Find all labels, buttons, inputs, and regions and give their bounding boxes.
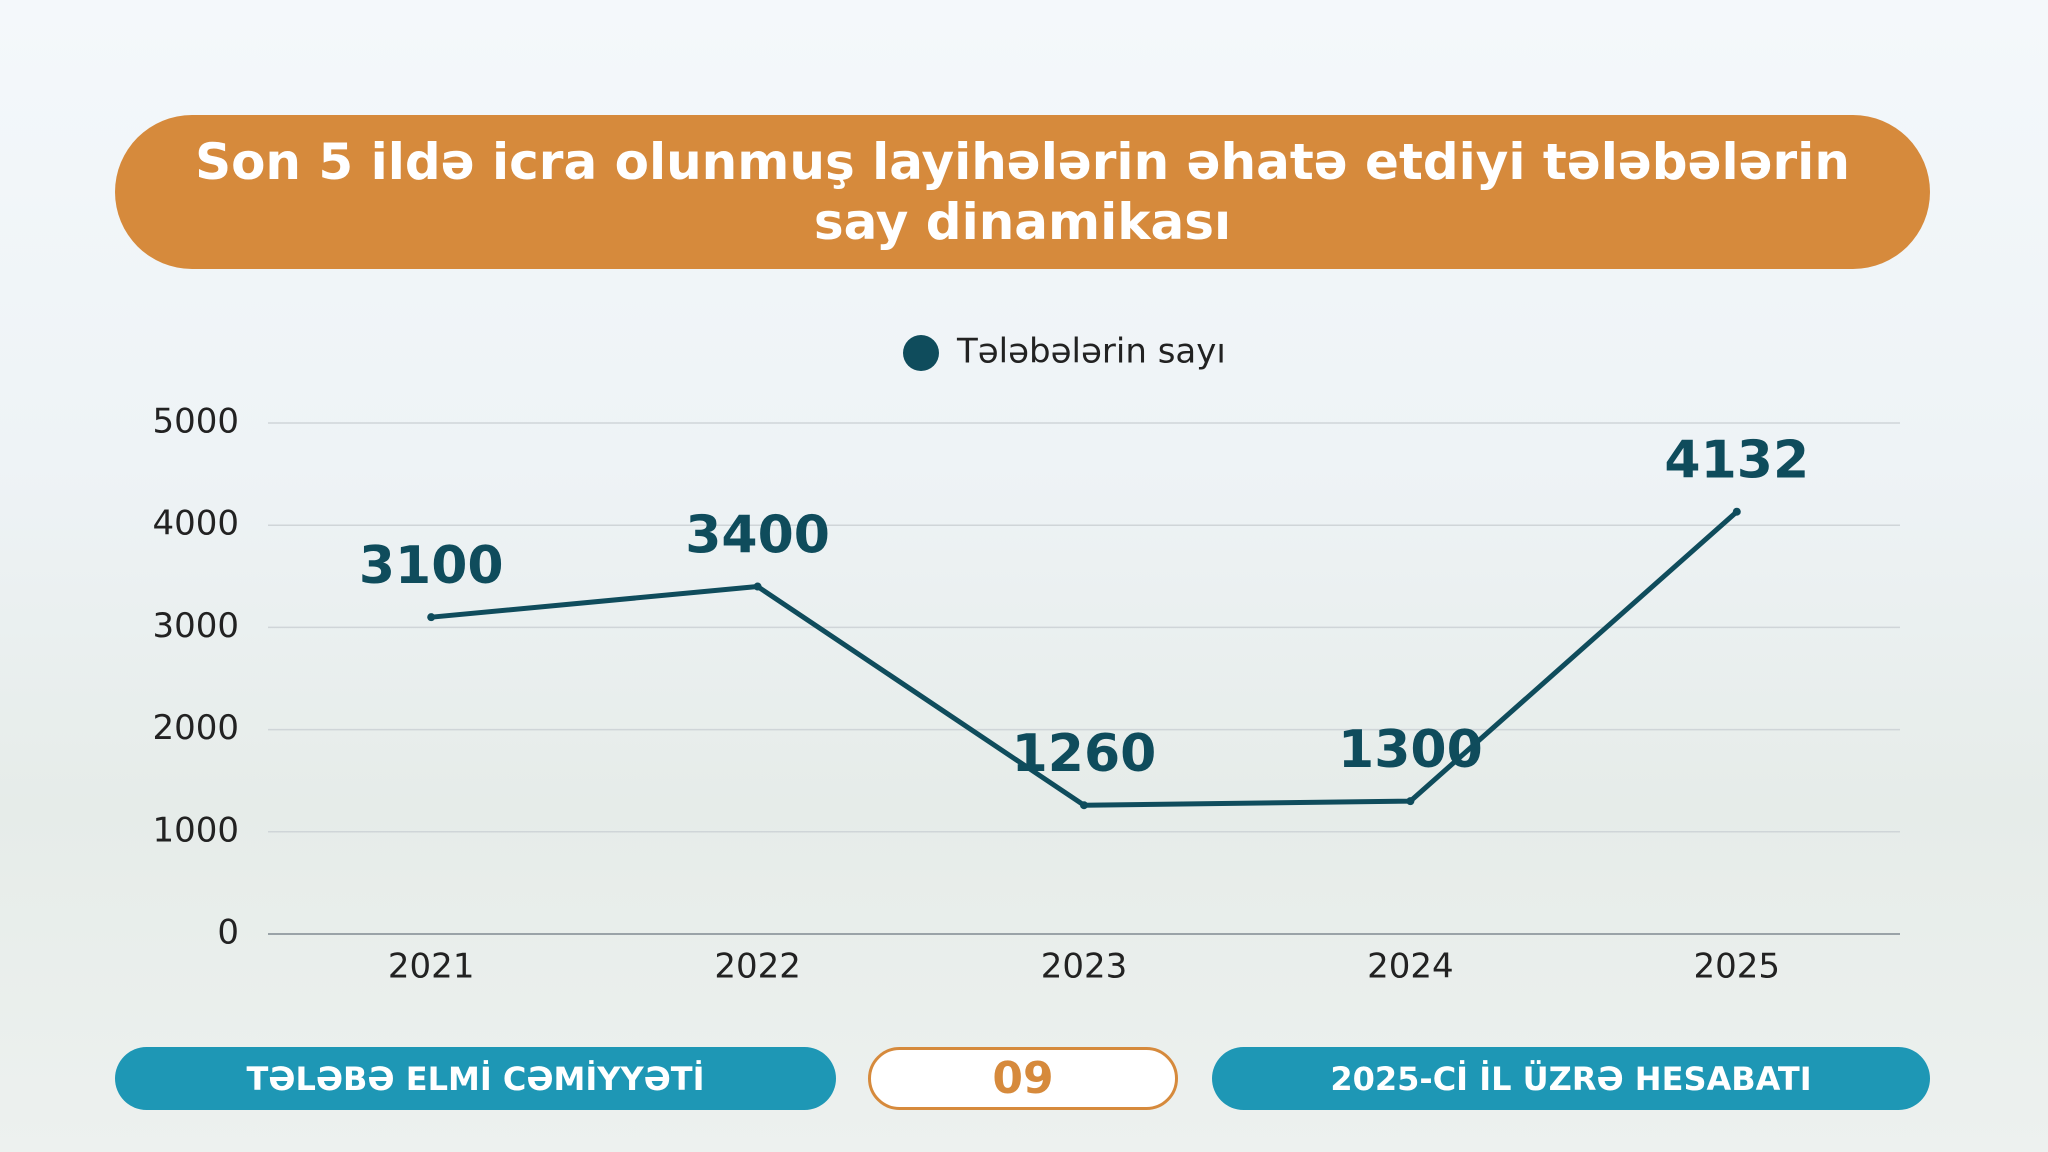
data-label: 3400 <box>685 506 830 566</box>
x-tick-label: 2025 <box>1694 947 1781 987</box>
y-tick-label: 1000 <box>152 810 239 850</box>
data-point <box>753 582 762 591</box>
data-label: 3100 <box>359 536 504 596</box>
data-label: 1300 <box>1338 720 1483 780</box>
y-tick-label: 3000 <box>152 606 239 646</box>
y-tick-label: 2000 <box>152 708 239 748</box>
data-point <box>1732 507 1741 516</box>
page-number: 09 <box>868 1047 1178 1110</box>
data-label: 1260 <box>1012 724 1157 784</box>
footer-right: 2025-Cİ İL ÜZRƏ HESABATI <box>1212 1047 1930 1110</box>
y-tick-label: 5000 <box>152 402 239 442</box>
chart-title: Son 5 ildə icra olunmuş layihələrin əhat… <box>115 115 1930 269</box>
legend-label: Tələbələrin sayı <box>956 332 1226 372</box>
x-tick-label: 2021 <box>388 947 475 987</box>
data-point <box>1080 801 1088 810</box>
data-point <box>427 613 436 622</box>
x-tick-label: 2022 <box>714 947 801 987</box>
data-label: 4132 <box>1664 431 1809 491</box>
x-tick-label: 2024 <box>1367 947 1454 987</box>
data-point <box>1406 797 1415 806</box>
y-tick-label: 4000 <box>152 504 239 544</box>
footer-left: TƏLƏBƏ ELMİ CƏMİYYƏTİ <box>115 1047 836 1110</box>
y-tick-label: 0 <box>217 913 239 953</box>
x-tick-label: 2023 <box>1041 947 1128 987</box>
legend-marker <box>903 335 939 371</box>
